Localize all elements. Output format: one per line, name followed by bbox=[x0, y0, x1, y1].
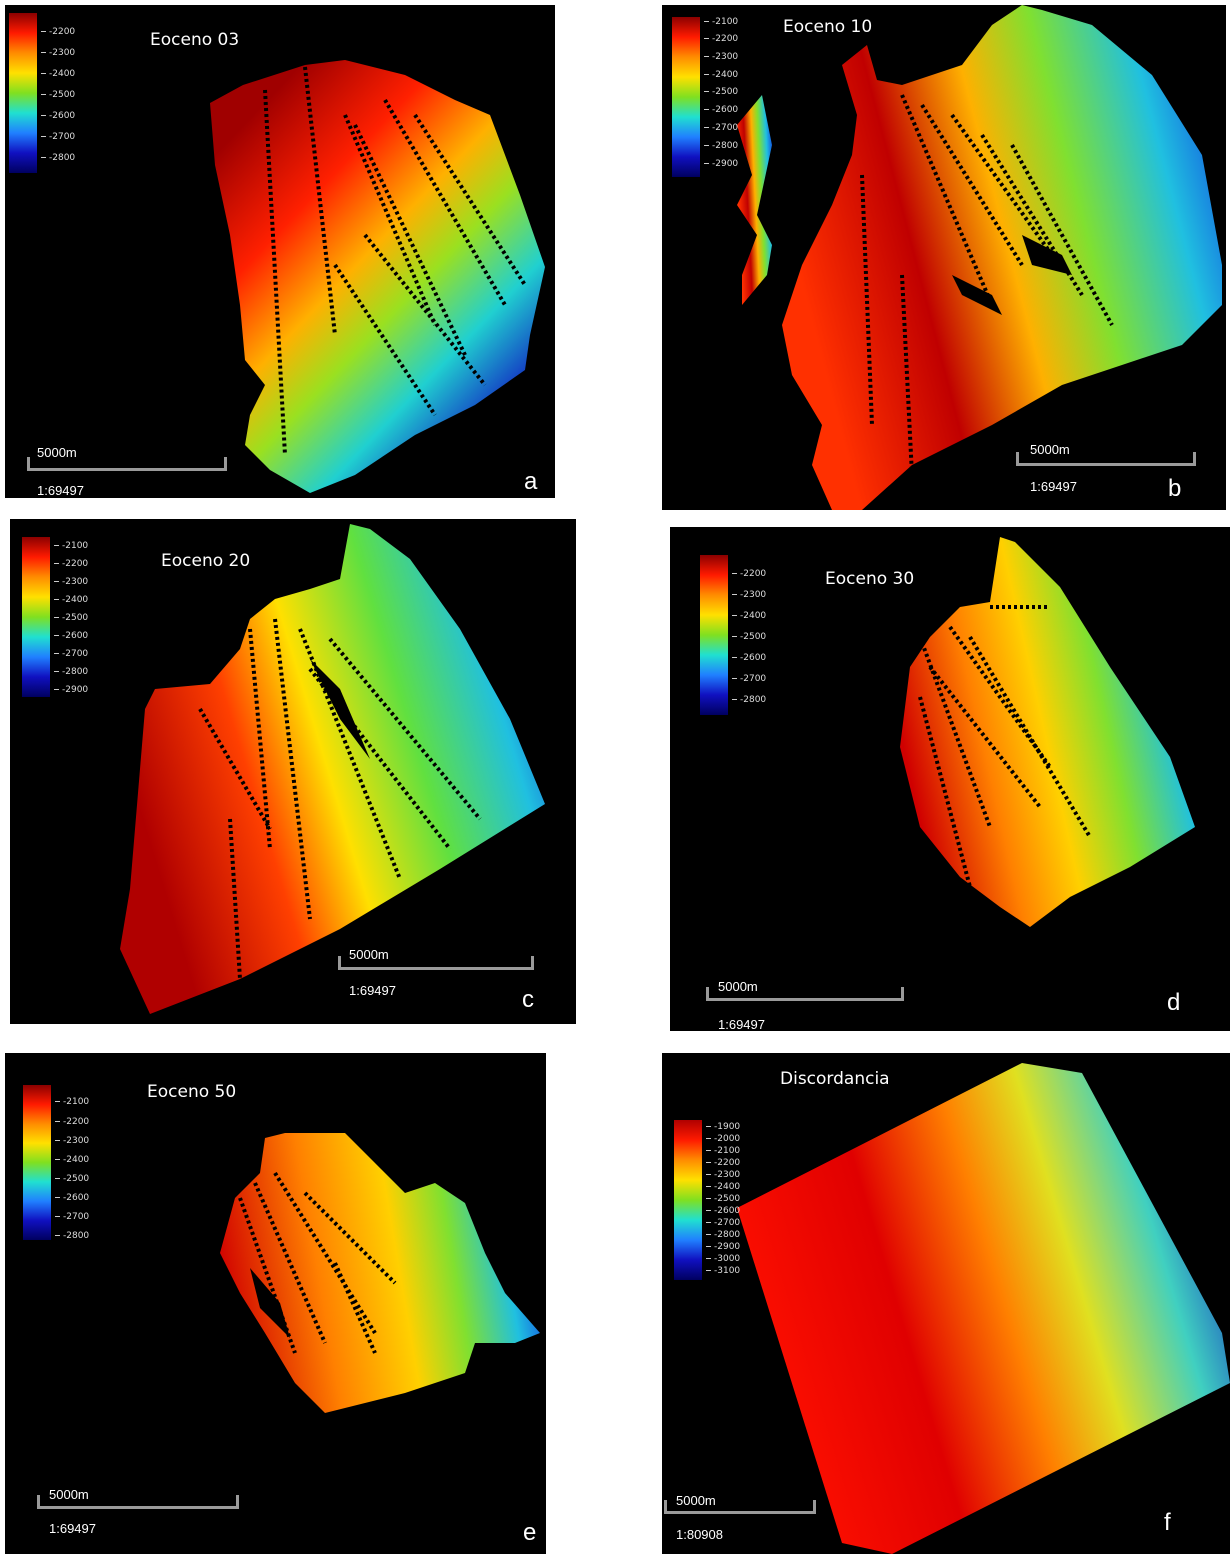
legend-tick: -3000 bbox=[706, 1254, 740, 1264]
scale-label: 5000m bbox=[49, 1487, 89, 1502]
map-panel-e: -2100 -2200 -2300 -2400 -2500 -2600 -270… bbox=[5, 1053, 546, 1554]
legend-tick: -2900 bbox=[704, 159, 738, 169]
scale-bar bbox=[27, 457, 227, 471]
legend-tick: -2000 bbox=[706, 1134, 740, 1144]
legend-tick: -2300 bbox=[706, 1170, 740, 1180]
scale-ratio: 1:69497 bbox=[37, 483, 84, 498]
panel-letter: f bbox=[1164, 1509, 1171, 1536]
legend-tick: -2700 bbox=[41, 132, 75, 142]
scale-label: 5000m bbox=[37, 445, 77, 460]
map-title: Eoceno 20 bbox=[161, 551, 251, 571]
legend-tick: -2500 bbox=[706, 1194, 740, 1204]
legend-tick: -2500 bbox=[41, 90, 75, 100]
legend-tick: -2600 bbox=[54, 631, 88, 641]
legend-tick: -2800 bbox=[41, 153, 75, 163]
legend-tick: -2200 bbox=[54, 559, 88, 569]
legend-tick: -2100 bbox=[704, 17, 738, 27]
legend-tick: -2400 bbox=[55, 1155, 89, 1165]
legend-tick: -2300 bbox=[41, 48, 75, 58]
panel-letter: a bbox=[524, 468, 538, 495]
legend-tick: -2200 bbox=[706, 1158, 740, 1168]
surface-map-b bbox=[737, 5, 1222, 510]
scale-label: 5000m bbox=[1030, 442, 1070, 457]
panel-letter: b bbox=[1168, 475, 1182, 502]
scale-ratio: 1:69497 bbox=[49, 1521, 96, 1536]
legend-tick: -2300 bbox=[732, 590, 766, 600]
map-panel-c: -2100 -2200 -2300 -2400 -2500 -2600 -270… bbox=[10, 519, 576, 1024]
legend-tick: -2800 bbox=[704, 141, 738, 151]
legend-tick: -2200 bbox=[732, 569, 766, 579]
legend-tick: -2500 bbox=[54, 613, 88, 623]
legend-tick: -2600 bbox=[41, 111, 75, 121]
legend-tick: -2700 bbox=[732, 674, 766, 684]
legend-tick: -2200 bbox=[704, 34, 738, 44]
map-title: Eoceno 10 bbox=[783, 17, 873, 37]
legend-tick: -2700 bbox=[704, 123, 738, 133]
map-panel-d: -2200 -2300 -2400 -2500 -2600 -2700 -280… bbox=[670, 527, 1230, 1031]
surface-map-d bbox=[900, 537, 1195, 927]
scale-bar bbox=[664, 1500, 816, 1514]
scale-ratio: 1:80908 bbox=[676, 1527, 723, 1542]
legend-tick: -2800 bbox=[732, 695, 766, 705]
scale-label: 5000m bbox=[718, 979, 758, 994]
scale-label: 5000m bbox=[676, 1493, 716, 1508]
scale-ratio: 1:69497 bbox=[1030, 479, 1077, 494]
legend-tick: -2400 bbox=[54, 595, 88, 605]
legend-tick: -2800 bbox=[54, 667, 88, 677]
scale-label: 5000m bbox=[349, 947, 389, 962]
legend-tick: -2500 bbox=[55, 1174, 89, 1184]
scale-bar bbox=[338, 956, 534, 970]
map-title: Eoceno 03 bbox=[150, 30, 240, 50]
panel-letter: d bbox=[1167, 989, 1181, 1016]
map-title: Eoceno 30 bbox=[825, 569, 915, 589]
legend-tick: -2700 bbox=[706, 1218, 740, 1228]
legend-tick: -2600 bbox=[55, 1193, 89, 1203]
panel-letter: c bbox=[522, 986, 534, 1013]
legend-tick: -2400 bbox=[704, 70, 738, 80]
legend-tick: -2100 bbox=[706, 1146, 740, 1156]
map-panel-f: -1900 -2000 -2100 -2200 -2300 -2400 -250… bbox=[662, 1053, 1230, 1554]
legend-tick: -2500 bbox=[732, 632, 766, 642]
legend-tick: -2900 bbox=[54, 685, 88, 695]
legend-tick: -1900 bbox=[706, 1122, 740, 1132]
scale-bar bbox=[1016, 452, 1196, 466]
scale-bar bbox=[37, 1495, 239, 1509]
legend-tick: -2200 bbox=[41, 27, 75, 37]
legend-tick: -2300 bbox=[54, 577, 88, 587]
legend-tick: -2600 bbox=[704, 105, 738, 115]
legend-tick: -2100 bbox=[54, 541, 88, 551]
panel-letter: e bbox=[523, 1519, 537, 1546]
map-title: Discordancia bbox=[780, 1069, 890, 1089]
legend-tick: -2100 bbox=[55, 1097, 89, 1107]
surface-map-f bbox=[737, 1063, 1230, 1554]
legend-tick: -2400 bbox=[706, 1182, 740, 1192]
legend-tick: -2300 bbox=[704, 52, 738, 62]
legend-tick: -2400 bbox=[732, 611, 766, 621]
surface-map-a bbox=[210, 60, 545, 493]
legend-tick: -2700 bbox=[55, 1212, 89, 1222]
map-title: Eoceno 50 bbox=[147, 1082, 237, 1102]
legend-tick: -2800 bbox=[706, 1230, 740, 1240]
legend-tick: -2300 bbox=[55, 1136, 89, 1146]
legend-tick: -2800 bbox=[55, 1231, 89, 1241]
legend-tick: -2600 bbox=[732, 653, 766, 663]
legend-tick: -2400 bbox=[41, 69, 75, 79]
surface-map-c bbox=[120, 524, 545, 1014]
map-panel-b: -2100 -2200 -2300 -2400 -2500 -2600 -270… bbox=[662, 5, 1226, 510]
map-panel-a: -2200 -2300 -2400 -2500 -2600 -2700 -280… bbox=[5, 5, 555, 498]
scale-ratio: 1:69497 bbox=[718, 1017, 765, 1031]
legend-tick: -3100 bbox=[706, 1266, 740, 1276]
legend-tick: -2600 bbox=[706, 1206, 740, 1216]
scale-bar bbox=[706, 987, 904, 1001]
scale-ratio: 1:69497 bbox=[349, 983, 396, 998]
legend-tick: -2700 bbox=[54, 649, 88, 659]
legend-tick: -2200 bbox=[55, 1117, 89, 1127]
surface-map-e bbox=[220, 1133, 540, 1413]
legend-tick: -2500 bbox=[704, 87, 738, 97]
legend-tick: -2900 bbox=[706, 1242, 740, 1252]
